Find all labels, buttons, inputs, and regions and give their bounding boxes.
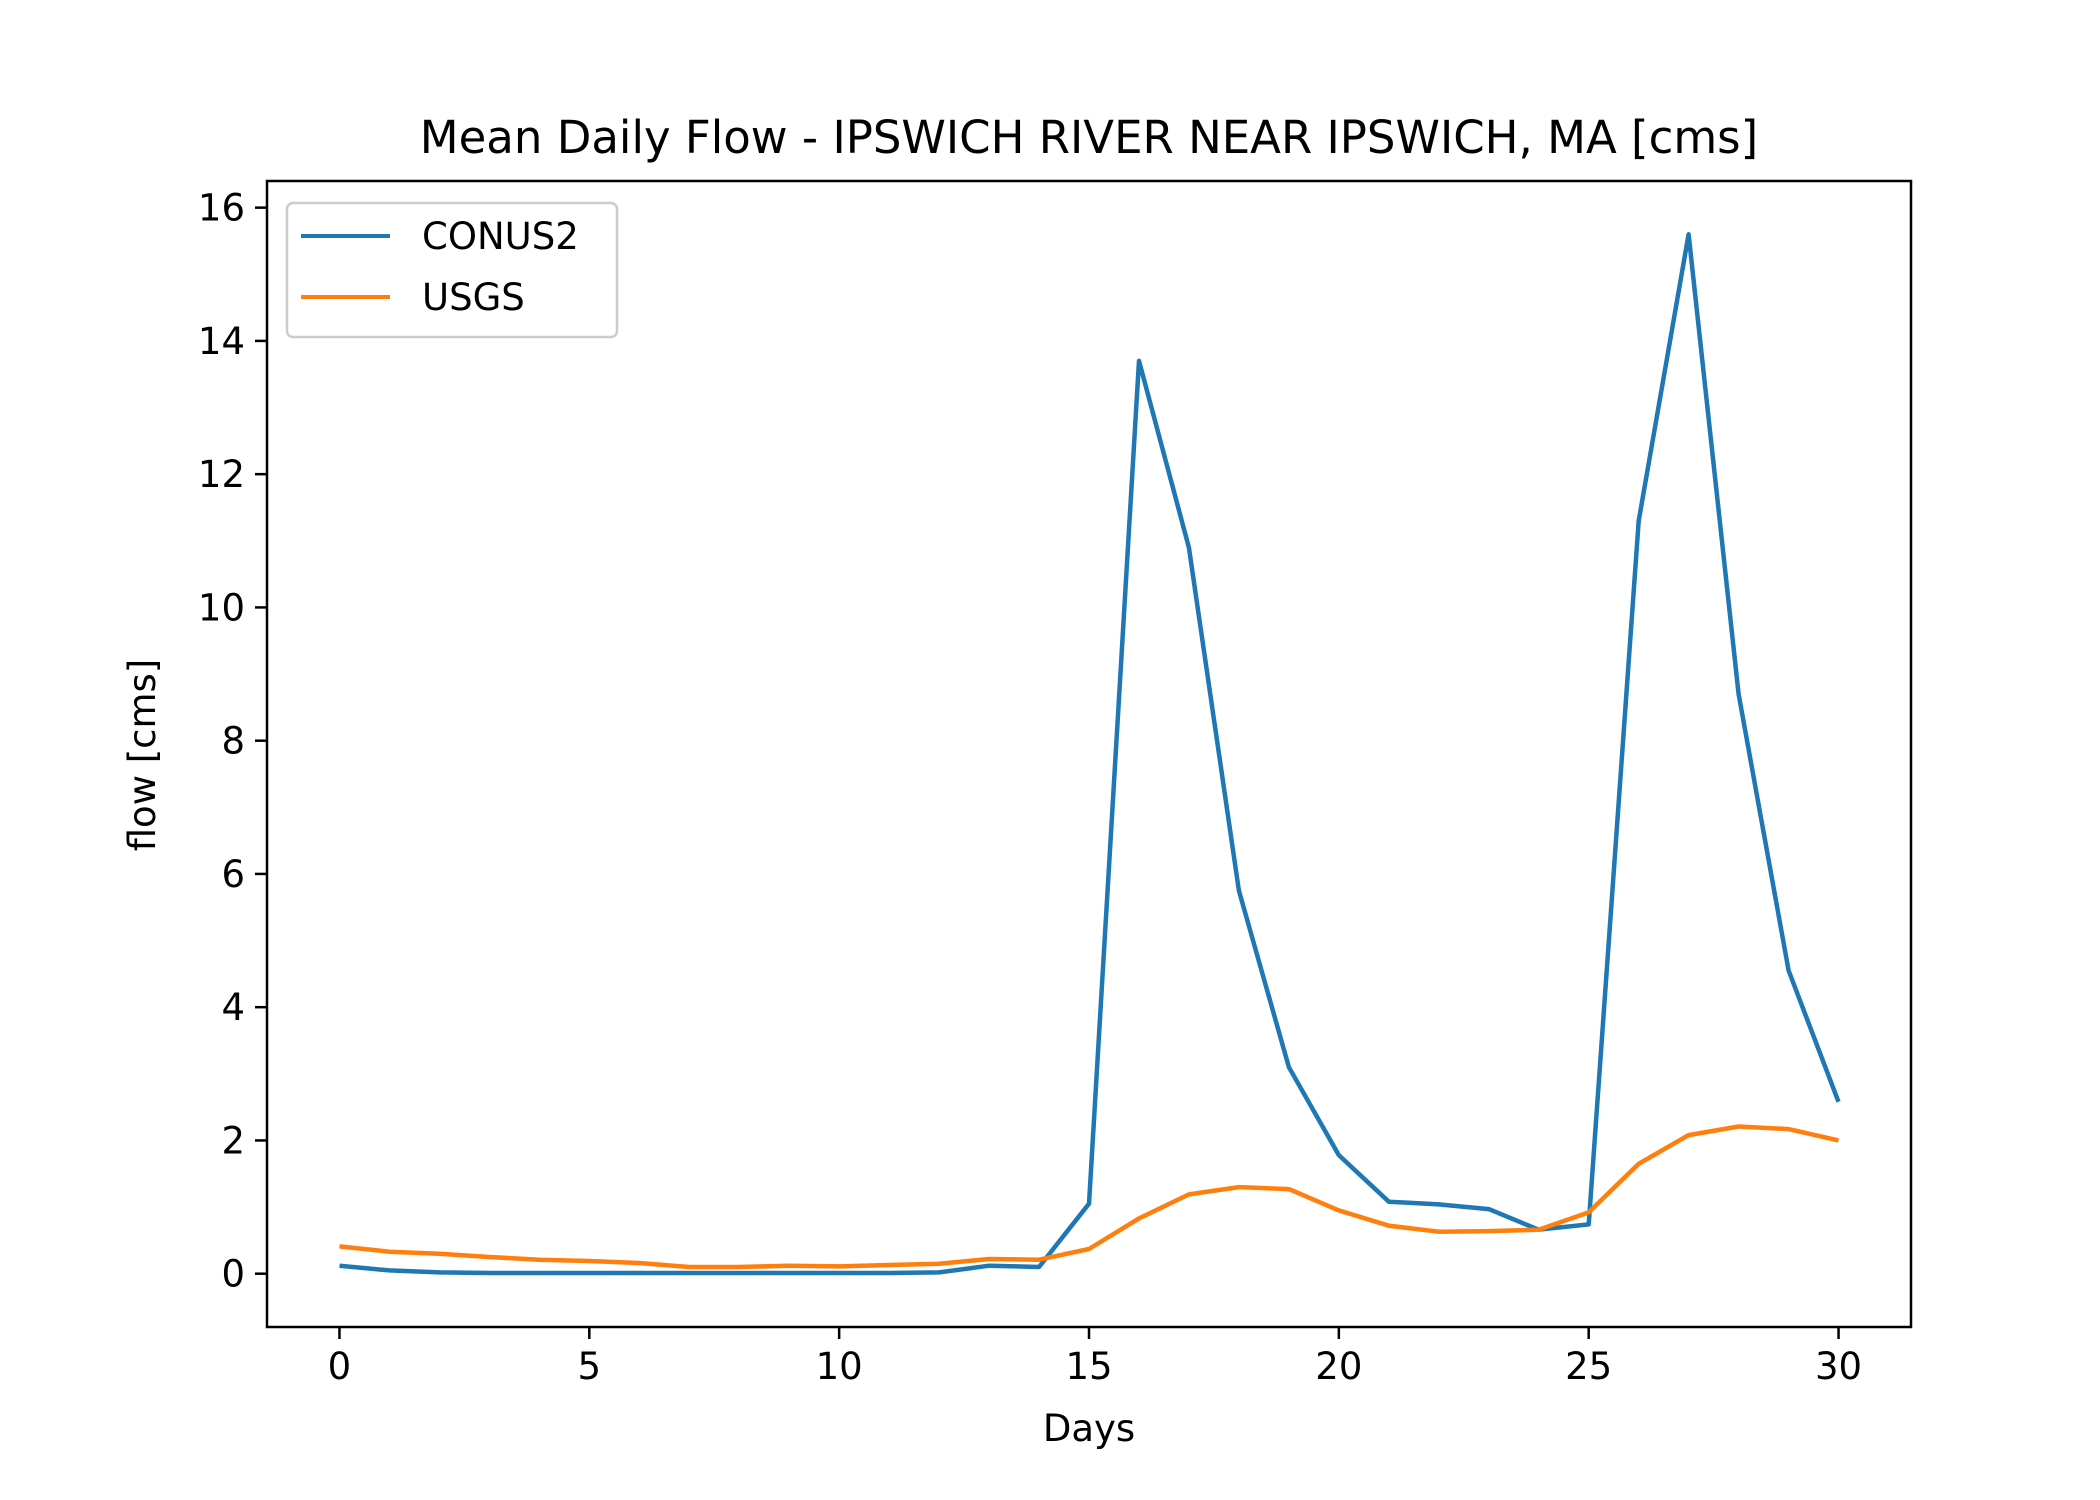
legend-label-conus2: CONUS2: [422, 215, 579, 258]
x-axis-ticks: 0 5 10 15 20 25 30: [328, 1327, 1862, 1388]
x-tick-label: 20: [1315, 1345, 1362, 1388]
x-tick-label: 5: [578, 1345, 602, 1388]
y-tick-label: 0: [221, 1253, 245, 1296]
legend: CONUS2 USGS: [285, 201, 619, 339]
x-axis-label: Days: [1043, 1407, 1135, 1450]
y-tick-label: 16: [198, 187, 245, 230]
y-tick-label: 14: [198, 320, 245, 363]
x-tick-label: 30: [1815, 1345, 1862, 1388]
legend-label-usgs: USGS: [422, 276, 525, 319]
y-axis-ticks: 0 2 4 6 8 10 12 14 16: [198, 187, 267, 1296]
y-tick-label: 4: [221, 986, 245, 1029]
x-tick-label: 0: [328, 1345, 352, 1388]
x-tick-label: 10: [816, 1345, 863, 1388]
chart-title: Mean Daily Flow - IPSWICH RIVER NEAR IPS…: [420, 111, 1758, 164]
y-tick-label: 8: [221, 720, 245, 763]
y-tick-label: 10: [198, 586, 245, 629]
series-layer: [339, 232, 1841, 1276]
x-tick-label: 15: [1065, 1345, 1112, 1388]
series-line-usgs: [339, 1124, 1839, 1270]
y-tick-label: 12: [198, 453, 245, 496]
series-line-conus2: [339, 232, 1841, 1276]
y-tick-label: 6: [221, 853, 245, 896]
x-tick-label: 25: [1565, 1345, 1612, 1388]
y-axis-label: flow [cms]: [121, 659, 164, 852]
y-tick-label: 2: [221, 1119, 245, 1162]
